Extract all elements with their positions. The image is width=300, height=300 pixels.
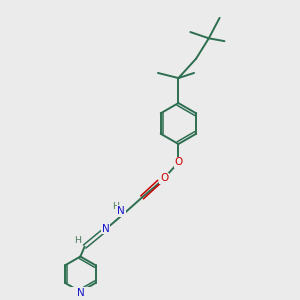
Text: N: N xyxy=(76,288,84,298)
Text: H: H xyxy=(74,236,81,245)
Text: O: O xyxy=(160,173,168,183)
Text: O: O xyxy=(174,158,182,167)
Text: N: N xyxy=(102,224,110,234)
Text: H: H xyxy=(112,202,119,211)
Text: N: N xyxy=(117,206,125,216)
